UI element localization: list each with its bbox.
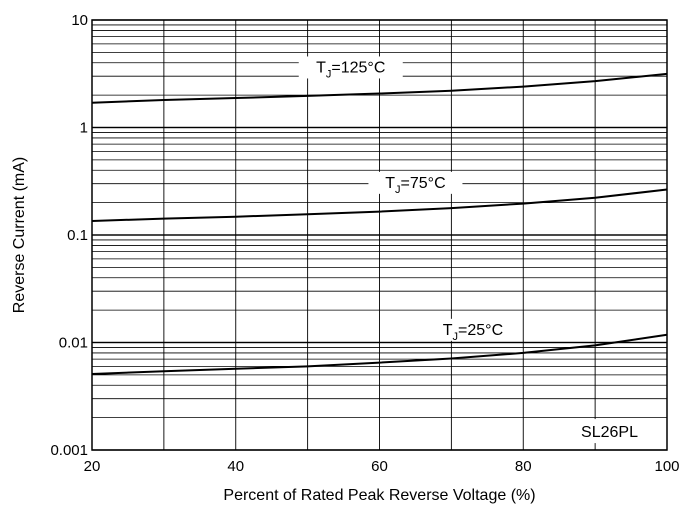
series-label-1: TJ=75°C bbox=[385, 175, 445, 196]
x-tick-label: 60 bbox=[371, 458, 388, 475]
y-tick-label: 0.1 bbox=[67, 227, 88, 244]
series-label-2: TJ=25°C bbox=[443, 322, 503, 343]
plot-frame bbox=[91, 19, 668, 451]
curve-label-background bbox=[298, 56, 403, 79]
y-tick-label: 0.01 bbox=[59, 335, 88, 352]
series-label-0: TJ=125°C bbox=[316, 59, 385, 80]
curve-label-background bbox=[368, 171, 463, 194]
y-tick-label: 1 bbox=[80, 120, 88, 137]
chart-grid bbox=[91, 19, 668, 451]
annotation-background bbox=[569, 419, 650, 444]
x-tick-label: 40 bbox=[227, 458, 244, 475]
series-line-0 bbox=[91, 72, 668, 104]
y-tick-label: 10 bbox=[71, 12, 88, 29]
series-line-2 bbox=[91, 333, 668, 375]
chart-curves bbox=[91, 72, 668, 375]
y-axis-label: Reverse Current (mA) bbox=[11, 157, 28, 313]
series-line-1 bbox=[91, 188, 668, 222]
y-tick-label: 0.001 bbox=[50, 442, 88, 459]
x-tick-label: 100 bbox=[654, 458, 679, 475]
chart-curve-labels: TJ=125°C TJ=75°C TJ=25°C bbox=[298, 56, 650, 444]
part-number-annotation: SL26PL bbox=[581, 424, 638, 441]
x-axis-label: Percent of Rated Peak Reverse Voltage (%… bbox=[223, 487, 535, 504]
x-tick-label: 80 bbox=[515, 458, 532, 475]
curve-label-background bbox=[425, 318, 520, 341]
x-tick-label: 20 bbox=[84, 458, 101, 475]
chart-tick-labels: 20 40 60 80 100 0.001 0.01 0.1 1 10 bbox=[50, 12, 679, 475]
